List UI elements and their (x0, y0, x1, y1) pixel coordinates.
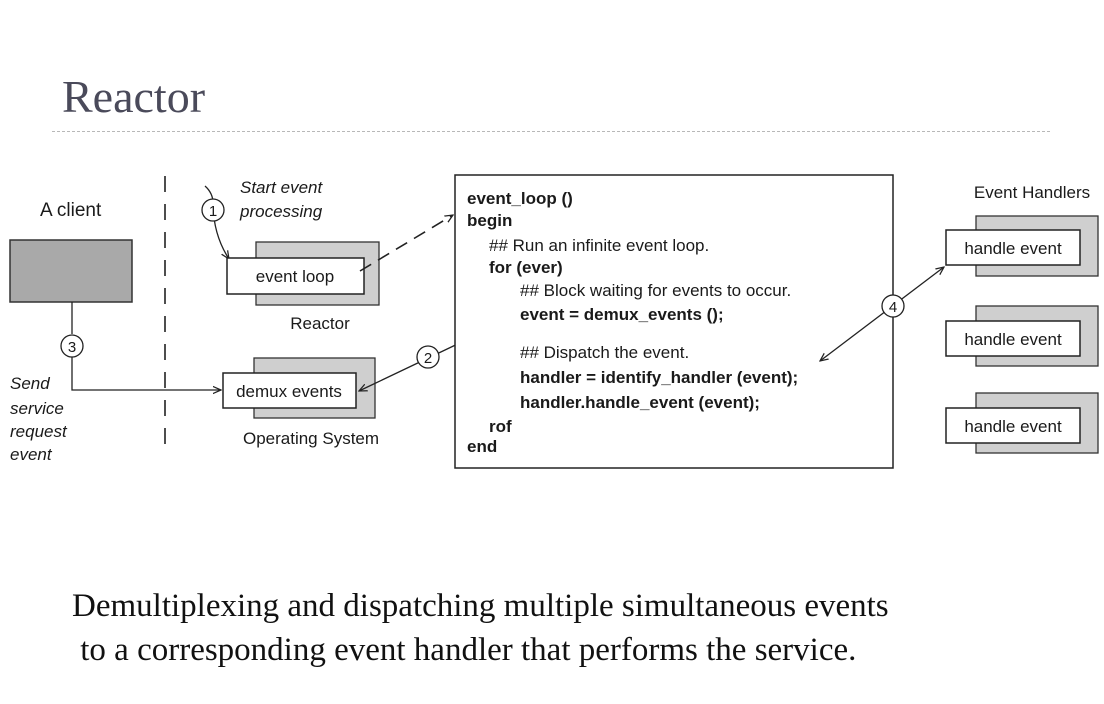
step-1-number: 1 (209, 203, 217, 220)
start-note-line: Start event (240, 178, 323, 197)
step-2-circle (416, 345, 440, 369)
handler-1-box (945, 229, 1081, 266)
start-note: Start event processing (239, 178, 327, 221)
code-line: end (467, 437, 497, 456)
send-request-arrow (71, 357, 221, 390)
send-note: Send service request event (10, 374, 71, 464)
event-loop-dashed-arrow (359, 215, 453, 272)
slide-title: Reactor (62, 71, 206, 122)
code-line: handler.handle_event (event); (520, 393, 760, 412)
event-loop-box (226, 257, 365, 295)
send-note-line: service (10, 399, 64, 418)
start-arrow (204, 185, 229, 259)
client-label: A client (40, 200, 102, 221)
slide-caption: Demultiplexing and dispatching multiple … (72, 584, 889, 672)
client-box (9, 239, 133, 303)
event-loop-label: event loop (256, 267, 334, 286)
code-line: handler = identify_handler (event); (520, 368, 798, 387)
code-line: event_loop () (467, 189, 573, 208)
handler-1-label: handle event (964, 239, 1062, 258)
code-comment: ## Dispatch the event. (520, 343, 689, 362)
title-divider (52, 131, 1050, 132)
caption-line: to a corresponding event handler that pe… (72, 632, 857, 668)
os-caption: Operating System (243, 429, 379, 448)
handler-3-box (945, 407, 1081, 444)
caption-line: Demultiplexing and dispatching multiple … (72, 588, 889, 624)
step-2-number: 2 (424, 350, 432, 367)
handler-2-box (945, 320, 1081, 357)
step-3-number: 3 (68, 339, 76, 356)
step-4-number: 4 (889, 299, 897, 316)
start-note-line: processing (239, 202, 323, 221)
event-loop-code: event_loop () begin ## Run an infinite e… (467, 189, 798, 456)
send-note-line: request (10, 422, 68, 441)
step-4-circle (881, 294, 905, 318)
send-note-line: Send (10, 374, 50, 393)
send-note-line: event (10, 445, 53, 464)
reactor-caption: Reactor (290, 314, 350, 333)
dispatch-arrow (820, 267, 944, 361)
handler-2-label: handle event (964, 330, 1062, 349)
step-1-circle (201, 198, 225, 222)
code-line: begin (467, 211, 512, 230)
code-comment: ## Block waiting for events to occur. (520, 281, 791, 300)
demux-events-box (222, 372, 357, 409)
event-handlers-title: Event Handlers (974, 183, 1090, 202)
code-line: event = demux_events (); (520, 305, 724, 324)
code-line: rof (489, 417, 512, 436)
handler-3-label: handle event (964, 417, 1062, 436)
code-comment: ## Run an infinite event loop. (489, 236, 709, 255)
demux-events-label: demux events (236, 382, 342, 401)
code-line: for (ever) (489, 258, 563, 277)
